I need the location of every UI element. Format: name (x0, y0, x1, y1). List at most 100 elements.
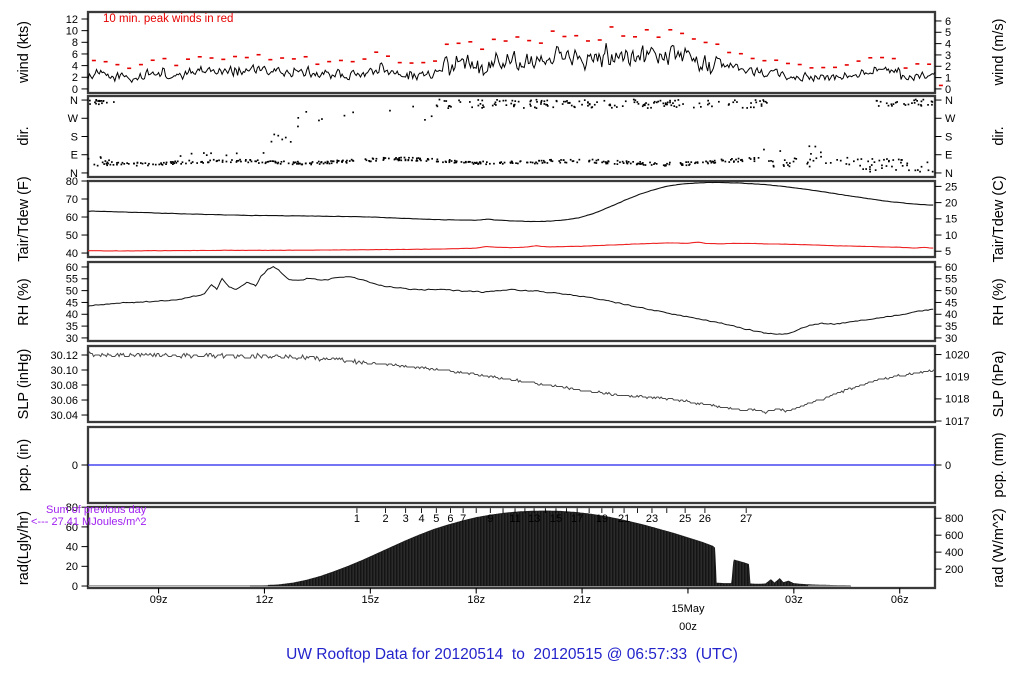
axis-title-dir-right: dir. (991, 126, 1007, 146)
svg-text:0: 0 (72, 84, 78, 96)
wind-trace (87, 43, 936, 84)
svg-text:4: 4 (418, 513, 424, 525)
svg-text:N: N (70, 168, 78, 180)
svg-text:30.08: 30.08 (50, 380, 78, 392)
svg-text:3: 3 (403, 513, 409, 525)
svg-text:35: 35 (66, 321, 78, 333)
svg-text:0: 0 (945, 84, 951, 96)
svg-text:27: 27 (740, 513, 752, 525)
peak-wind-note: 10 min. peak winds in red (103, 13, 234, 25)
svg-text:1: 1 (354, 513, 360, 525)
svg-text:80: 80 (66, 502, 78, 514)
axis-title-dir-left: dir. (16, 126, 32, 146)
dir-scatter (87, 98, 934, 173)
svg-text:60: 60 (945, 262, 957, 274)
svg-text:S: S (71, 131, 78, 143)
peak-wind-marks (91, 26, 943, 87)
svg-text:35: 35 (945, 321, 957, 333)
svg-text:800: 800 (945, 513, 963, 525)
axis-title-pcp-left: pcp. (in) (16, 438, 32, 492)
svg-text:15z: 15z (361, 594, 379, 606)
svg-text:21: 21 (618, 513, 630, 525)
axis-title-rad-right: rad (W/m^2) (991, 508, 1007, 588)
svg-text:0: 0 (72, 460, 78, 472)
svg-text:5: 5 (945, 27, 951, 39)
svg-text:60: 60 (66, 522, 78, 534)
svg-text:3: 3 (945, 50, 951, 62)
svg-text:60: 60 (66, 212, 78, 224)
svg-text:50: 50 (945, 285, 957, 297)
axis-title-wind-right: wind (m/s) (991, 18, 1007, 86)
svg-text:17: 17 (571, 513, 583, 525)
svg-text:09z: 09z (150, 594, 168, 606)
svg-text:15: 15 (550, 513, 562, 525)
svg-text:6: 6 (945, 16, 951, 28)
svg-text:2: 2 (945, 61, 951, 73)
svg-text:5: 5 (945, 246, 951, 258)
svg-text:S: S (945, 131, 952, 143)
svg-text:4: 4 (72, 60, 78, 72)
svg-text:20: 20 (945, 197, 957, 209)
svg-text:30.12: 30.12 (50, 350, 78, 362)
axis-title-pcp-right: pcp. (mm) (991, 432, 1007, 498)
svg-text:12z: 12z (256, 594, 274, 606)
svg-text:20: 20 (66, 561, 78, 573)
svg-text:N: N (945, 95, 953, 107)
svg-text:26: 26 (699, 513, 711, 525)
svg-text:E: E (945, 150, 952, 162)
time-axis: 09z 12z 15z 18z 21z 15May 00z 03z 06z (150, 588, 909, 633)
svg-text:N: N (70, 95, 78, 107)
axis-title-temp-left: Tair/Tdew (F) (16, 176, 32, 262)
svg-text:40: 40 (945, 309, 957, 321)
rh-trace (87, 266, 934, 335)
svg-text:25: 25 (945, 181, 957, 193)
svg-text:55: 55 (66, 274, 78, 286)
axis-title-wind-left: wind (kts) (16, 20, 32, 84)
svg-text:25: 25 (679, 513, 691, 525)
slp-trace (87, 351, 935, 415)
axis-title-slp-right: SLP (hPa) (991, 350, 1007, 418)
main-title: UW Rooftop Data for 20120514 to 20120515… (286, 646, 738, 663)
svg-text:8: 8 (72, 37, 78, 49)
svg-text:1019: 1019 (945, 372, 969, 384)
svg-text:15: 15 (945, 214, 957, 226)
svg-text:23: 23 (646, 513, 658, 525)
svg-text:400: 400 (945, 547, 963, 559)
svg-text:50: 50 (66, 285, 78, 297)
axis-title-rad-left: rad(Lgly/hr) (16, 510, 32, 586)
axis-title-rh-left: RH (%) (16, 278, 32, 326)
svg-text:11: 11 (509, 513, 520, 525)
tdew-trace (87, 241, 934, 252)
svg-text:40: 40 (66, 248, 78, 260)
svg-text:15May: 15May (671, 603, 705, 615)
rad-sum-note-line1: Sum of previous day (46, 504, 147, 516)
panel-frame-slp: 30.04 30.06 30.08 30.10 30.12 1017 1018 1019 102… (50, 344, 969, 428)
panel-frame-temp: 40 50 60 70 80 5 10 15 20 25 (66, 176, 958, 260)
panel-frame-rad: 0 20 40 60 80 200 400 600 800 (66, 502, 964, 593)
svg-text:55: 55 (945, 274, 957, 286)
svg-text:W: W (68, 113, 79, 125)
svg-text:30.10: 30.10 (50, 365, 78, 377)
axis-title-rh-right: RH (%) (991, 278, 1007, 326)
svg-text:1017: 1017 (945, 416, 969, 428)
svg-text:1018: 1018 (945, 394, 969, 406)
svg-text:40: 40 (66, 541, 78, 553)
svg-text:1020: 1020 (945, 349, 969, 361)
svg-text:30.06: 30.06 (50, 395, 78, 407)
svg-text:6: 6 (447, 513, 453, 525)
svg-text:0: 0 (945, 460, 951, 472)
svg-text:10: 10 (66, 25, 78, 37)
svg-text:45: 45 (66, 297, 78, 309)
svg-text:4: 4 (945, 38, 951, 50)
svg-text:1: 1 (945, 72, 951, 84)
svg-text:E: E (71, 150, 78, 162)
svg-text:5: 5 (433, 513, 439, 525)
rad-area (249, 510, 852, 587)
svg-text:12: 12 (66, 14, 78, 26)
axis-title-temp-right: Tair/Tdew (C) (991, 175, 1007, 263)
svg-text:200: 200 (945, 564, 963, 576)
